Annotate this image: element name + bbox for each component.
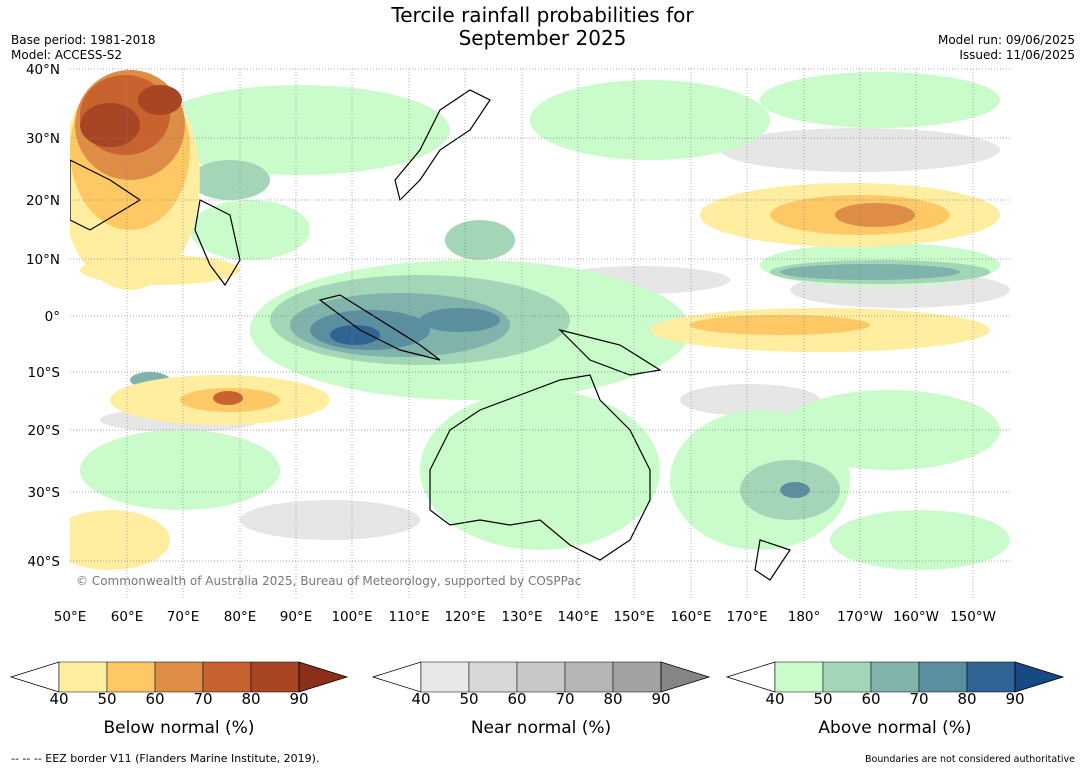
rainfall-field [70,69,1011,600]
coastlines [70,89,791,581]
lon-label: 170°W [837,609,883,625]
colorbar-tick-label: 90 [651,690,670,705]
legend-above-normal: 40 50 60 70 80 90 [725,661,1065,705]
colorbar-segment [966,661,1016,693]
colorbar-extend-low [725,661,776,693]
colorbar-tick-label: 50 [813,690,832,705]
legend-below-normal: 40 50 60 70 80 90 [9,661,349,705]
lon-label: 70°E [167,609,199,625]
lat-label: 20°N [26,193,60,209]
colorbar-segment [202,661,252,693]
colorbar-tick-label: 70 [555,690,574,705]
lon-label: 50°E [54,609,86,625]
lon-label: 150°W [950,609,996,625]
colorbar-segment [774,661,824,693]
lon-label: 110°E [388,609,429,625]
map-title: Tercile rainfall probabilities for Septe… [0,4,1085,50]
model-run: Model run: 09/06/2025 [937,33,1075,47]
colorbar-tick-label: 90 [289,690,308,705]
colorbar-segment [420,661,470,693]
lon-label: 150°E [613,609,654,625]
lat-label: 30°S [28,485,61,501]
colorbar-segment [106,661,156,693]
lon-label: 160°E [670,609,711,625]
colorbar-segment [918,661,968,693]
eez-note: -- -- -- EEZ border V11 (Flanders Marine… [11,752,320,765]
lat-label: 20°S [28,423,61,439]
lon-label: 60°E [111,609,143,625]
colorbar-tick-label: 50 [459,690,478,705]
colorbar-tick-label: 70 [193,690,212,705]
lon-label: 140°E [557,609,598,625]
colorbar-extend-low [9,661,60,693]
colorbar-tick-label: 50 [97,690,116,705]
colorbar-tick-label: 70 [909,690,928,705]
colorbar-tick-label: 60 [145,690,164,705]
meta-right: Model run: 09/06/2025 Issued: 11/06/2025 [938,33,1075,63]
lat-label: 30°N [26,131,60,147]
lon-label: 90°E [280,609,312,625]
boundaries-disclaimer: Boundaries are not considered authoritat… [865,754,1075,765]
lon-label: 160°W [893,609,939,625]
colorbar-tick-label: 80 [957,690,976,705]
colorbar-extend-high [660,661,711,693]
copyright-notice: © Commonwealth of Australia 2025, Bureau… [76,574,582,588]
colorbar-tick-label: 80 [603,690,622,705]
lon-label: 130°E [501,609,542,625]
legend-title-below: Below normal (%) [103,718,255,738]
title-line-2: September 2025 [458,26,627,50]
colorbar-extend-high [298,661,349,693]
colorbar-tick-label: 60 [861,690,880,705]
lat-label: 40°S [28,554,61,570]
meta-left: Base period: 1981-2018 Model: ACCESS-S2 [11,33,156,63]
colorbar-tick-label: 40 [411,690,430,705]
lon-label: 180° [788,609,821,625]
lat-label: 40°N [26,62,60,78]
base-period: Base period: 1981-2018 [11,33,156,47]
colorbar-segment [250,661,300,693]
colorbar-tick-label: 80 [241,690,260,705]
colorbar-tick-label: 40 [49,690,68,705]
legend-title-near: Near normal (%) [470,718,612,738]
lon-axis: 50°E 60°E 70°E 80°E 90°E 100°E 110°E 120… [54,609,996,625]
colorbar-extend-low [371,661,422,693]
colorbar-segment [516,661,566,693]
model-name: Model: ACCESS-S2 [11,48,123,62]
lon-label: 170°E [726,609,767,625]
colorbar-segment [564,661,614,693]
colorbar-tick-label: 60 [507,690,526,705]
colorbar-segment [612,661,662,693]
colorbar-segment [870,661,920,693]
legend-near-normal: 40 50 60 70 80 90 [371,661,711,705]
lat-label: 10°N [26,252,60,268]
lat-label: 10°S [28,365,61,381]
graticule [70,68,1011,600]
lat-axis: 40°N 30°N 20°N 10°N 0° 10°S 20°S 30°S 40… [26,62,60,570]
colorbar-segment [822,661,872,693]
issued-date: Issued: 11/06/2025 [959,48,1075,62]
lon-label: 100°E [331,609,372,625]
title-line-1: Tercile rainfall probabilities for [391,3,694,27]
lon-label: 80°E [224,609,256,625]
colorbar-tick-label: 40 [765,690,784,705]
map-panel: 40°N 30°N 20°N 10°N 0° 10°S 20°S 30°S 40… [26,62,1011,625]
colorbar-segment [468,661,518,693]
colorbar-tick-label: 90 [1005,690,1024,705]
lat-label: 0° [45,309,60,325]
colorbar-extend-high [1014,661,1065,693]
colorbar-segment [154,661,204,693]
colorbar-segment [58,661,108,693]
legend-title-above: Above normal (%) [818,718,972,738]
lon-label: 120°E [444,609,485,625]
